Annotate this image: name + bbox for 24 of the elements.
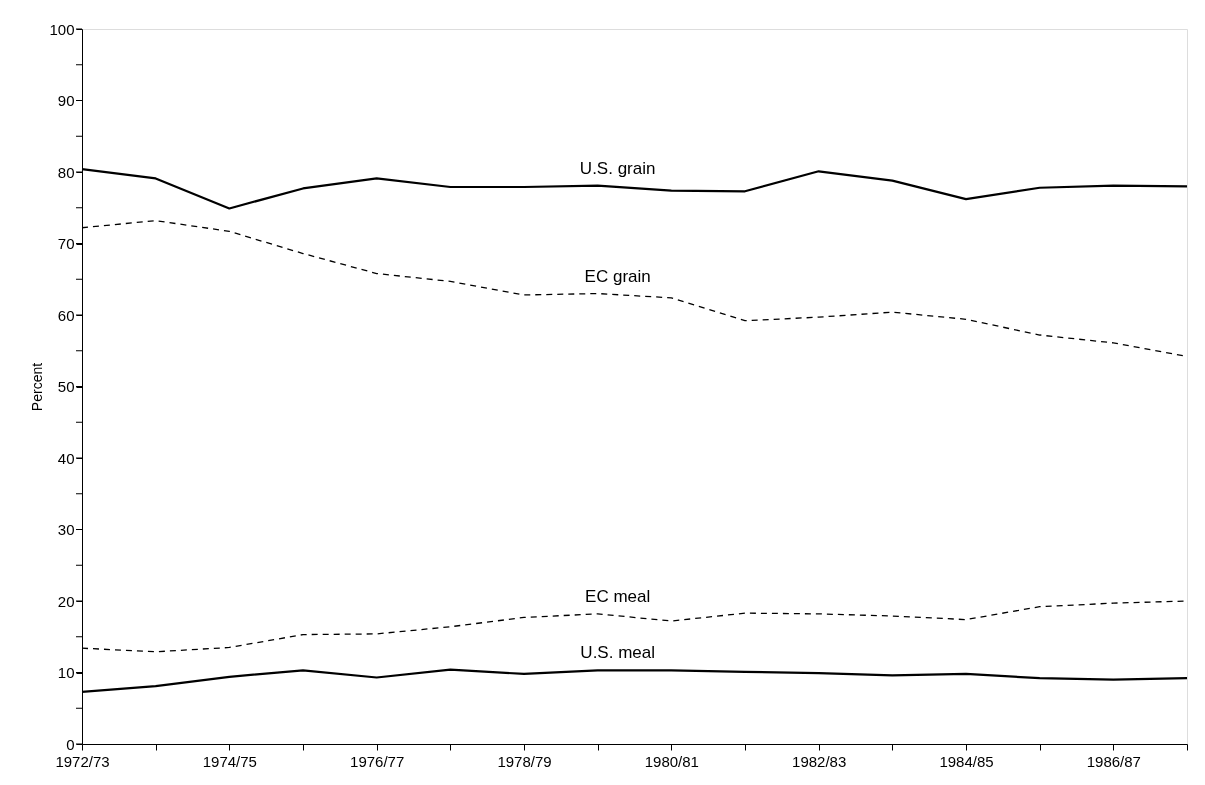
y-tick-label: 70	[57, 235, 75, 252]
y-tick-label: 20	[57, 592, 75, 610]
series-label: EC grain	[584, 266, 651, 286]
series-label: U.S. grain	[579, 158, 656, 178]
y-tick-label: 50	[57, 378, 75, 395]
x-tick-label: 1978/79	[497, 752, 552, 770]
series-label: U.S. meal	[580, 643, 655, 663]
x-tick-label: 1976/77	[350, 752, 405, 770]
x-tick-label: 1974/75	[202, 752, 257, 770]
x-tick-label: 1972/73	[55, 752, 110, 770]
y-tick-label: 60	[57, 306, 75, 324]
y-axis-title: Percent	[29, 362, 46, 412]
series-label: EC meal	[585, 586, 651, 606]
y-tick-label: 30	[57, 521, 75, 538]
x-tick-label: 1982/83	[792, 752, 847, 770]
x-tick-label: 1980/81	[644, 752, 699, 770]
y-tick-label: 100	[49, 20, 75, 38]
x-tick-label: 1986/87	[1086, 752, 1141, 770]
y-tick-label: 90	[57, 92, 75, 109]
y-tick-label: 0	[66, 735, 75, 753]
y-tick-label: 80	[57, 163, 75, 181]
y-tick-label: 40	[57, 449, 75, 467]
y-tick-label: 10	[57, 664, 75, 681]
x-tick-label: 1984/85	[939, 752, 994, 770]
